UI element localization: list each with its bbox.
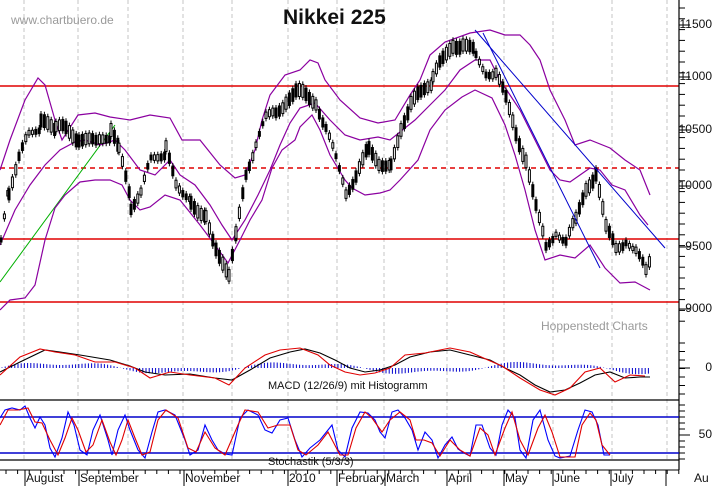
month-november: November — [185, 471, 241, 485]
axis-ticks — [0, 7, 690, 486]
stoch-tick-50: 50 — [698, 427, 712, 441]
month-august-next: Au — [694, 471, 709, 485]
downtrend-lines — [474, 29, 666, 269]
month-august: August — [26, 471, 64, 485]
stoch-k-line — [0, 405, 610, 460]
y-tick-11500: 11500 — [679, 17, 712, 31]
month-april: April — [448, 471, 473, 485]
macd-line — [0, 347, 646, 396]
stoch-panel-label: Stochastik (5/3/3) — [268, 456, 354, 468]
month-may: May — [505, 471, 528, 485]
month-february: February — [338, 471, 387, 485]
y-tick-10000: 10000 — [678, 178, 712, 192]
month-june: June — [554, 471, 581, 485]
credit-watermark: Hoppenstedt Charts — [541, 319, 648, 333]
support-resistance-lines — [0, 85, 679, 303]
website-watermark: www.chartbuero.de — [11, 13, 114, 27]
chart-title: Nikkei 225 — [283, 6, 386, 29]
y-tick-9000: 9000 — [685, 301, 712, 315]
uptrend-line — [0, 124, 116, 283]
y-tick-9500: 9500 — [685, 239, 712, 253]
month-march: March — [386, 471, 420, 485]
y-tick-10500: 10500 — [678, 122, 712, 136]
price-candles — [0, 35, 651, 285]
macd-panel-label: MACD (12/26/9) mit Histogramm — [268, 380, 428, 392]
y-tick-11000: 11000 — [679, 69, 712, 83]
macd-histogram — [1, 361, 649, 375]
macd-tick-0: 0 — [705, 360, 712, 374]
stoch-d-line — [0, 407, 611, 458]
month-2010: 2010 — [289, 471, 316, 485]
month-july: July — [612, 471, 634, 485]
month-september: September — [80, 471, 139, 485]
